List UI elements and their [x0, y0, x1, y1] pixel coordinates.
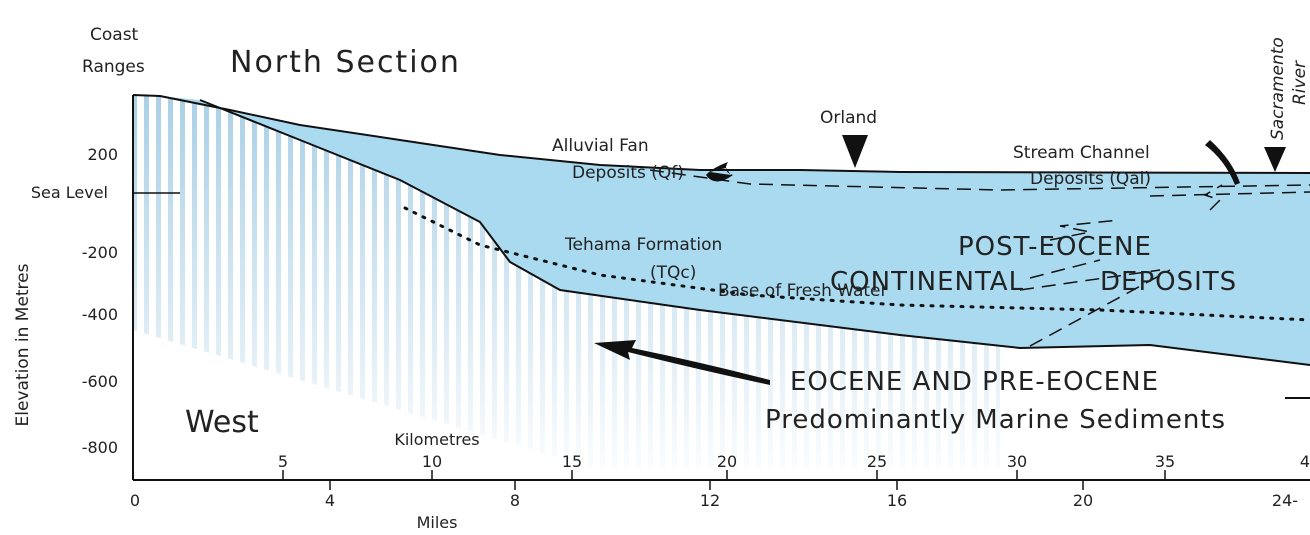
- y-tick-label: Sea Level: [31, 183, 108, 202]
- label: Deposits (Qal): [1030, 169, 1151, 189]
- label: River: [1290, 60, 1310, 105]
- label: CONTINENTAL: [830, 267, 1024, 297]
- km-tick-label: 25: [867, 452, 887, 471]
- km-tick-label: 15: [562, 452, 582, 471]
- mile-tick-label: 16: [887, 491, 907, 510]
- sacramento-marker: [1264, 147, 1286, 172]
- eocene-arrow: [594, 340, 770, 385]
- miles-label: Miles: [417, 513, 458, 532]
- km-tick-label: 4: [1300, 452, 1310, 471]
- west-label: West: [185, 405, 259, 440]
- label: Orland: [820, 108, 877, 128]
- section-title: North Section: [230, 45, 461, 80]
- km-ticks: 5 10 15 20 25 30 35 4: [278, 452, 1310, 471]
- tick-marks: [282, 470, 1166, 490]
- label: Base of Fresh Water: [718, 281, 888, 301]
- label: Sacramento: [1268, 37, 1288, 140]
- label: Stream Channel: [1013, 143, 1150, 163]
- km-tick-label: 5: [278, 452, 288, 471]
- orland-marker: [842, 135, 868, 168]
- km-tick-label: 30: [1007, 452, 1027, 471]
- mile-ticks: 0 4 8 12 16 20 24-: [130, 491, 1298, 510]
- fresh-water-base: [403, 206, 1310, 322]
- km-tick-label: 10: [422, 452, 442, 471]
- y-tick-label: -800: [82, 438, 118, 457]
- y-tick-label: -400: [82, 305, 118, 324]
- mile-tick-label: 12: [700, 491, 720, 510]
- stream-pointer: [1205, 140, 1240, 185]
- mile-tick-label: 4: [325, 491, 335, 510]
- mile-tick-label: 0: [130, 491, 140, 510]
- km-label: Kilometres: [394, 430, 479, 449]
- label: Tehama Formation: [564, 235, 722, 255]
- mile-tick-label: 24-: [1272, 491, 1298, 510]
- label: DEPOSITS: [1100, 267, 1237, 297]
- mile-tick-label: 8: [510, 491, 520, 510]
- label: Predominantly Marine Sediments: [765, 405, 1226, 435]
- contacts: [649, 169, 1310, 347]
- label: EOCENE AND PRE-EOCENE: [790, 367, 1159, 397]
- mile-tick-label: 20: [1073, 491, 1093, 510]
- base-line: [199, 99, 1310, 366]
- label: POST-EOCENE: [958, 232, 1152, 262]
- y-tick-label: 200: [87, 145, 118, 164]
- y-tick-label: -200: [82, 243, 118, 262]
- km-tick-label: 35: [1155, 452, 1175, 471]
- km-tick-label: 20: [717, 452, 737, 471]
- y-axis-label: Elevation in Metres: [13, 263, 33, 426]
- continental-deposits: [133, 95, 1310, 365]
- label: (TQc): [650, 263, 696, 283]
- label: Deposits (Qf): [572, 163, 684, 183]
- ground-surface: [132, 94, 1310, 174]
- region-label: Ranges: [82, 57, 145, 77]
- y-tick-label: -600: [82, 372, 118, 391]
- region-label: Coast: [90, 25, 139, 45]
- alluvial-pointer: [706, 162, 733, 182]
- label: Alluvial Fan: [552, 136, 649, 156]
